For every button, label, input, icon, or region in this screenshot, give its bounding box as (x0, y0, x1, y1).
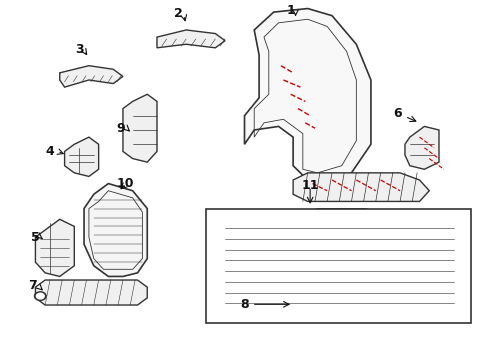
Text: 5: 5 (31, 231, 40, 244)
Circle shape (36, 293, 44, 299)
Polygon shape (122, 94, 157, 162)
Polygon shape (64, 137, 99, 176)
Polygon shape (157, 30, 224, 48)
Polygon shape (292, 173, 428, 202)
Polygon shape (84, 184, 147, 276)
Text: 3: 3 (75, 43, 83, 56)
Polygon shape (35, 280, 147, 305)
Polygon shape (35, 219, 74, 276)
Circle shape (34, 292, 46, 300)
Polygon shape (244, 9, 370, 184)
Text: 8: 8 (240, 298, 248, 311)
FancyBboxPatch shape (205, 208, 469, 323)
Polygon shape (292, 208, 389, 294)
Text: 7: 7 (29, 279, 37, 292)
Text: 11: 11 (301, 179, 318, 192)
Polygon shape (220, 219, 462, 312)
Text: 1: 1 (286, 4, 294, 17)
Text: 10: 10 (116, 177, 134, 190)
Text: 9: 9 (116, 122, 124, 135)
Polygon shape (414, 266, 453, 305)
Polygon shape (404, 126, 438, 169)
Text: 6: 6 (392, 107, 401, 120)
Text: 4: 4 (45, 145, 54, 158)
Polygon shape (224, 244, 254, 280)
Text: 2: 2 (174, 8, 183, 21)
Polygon shape (60, 66, 122, 87)
